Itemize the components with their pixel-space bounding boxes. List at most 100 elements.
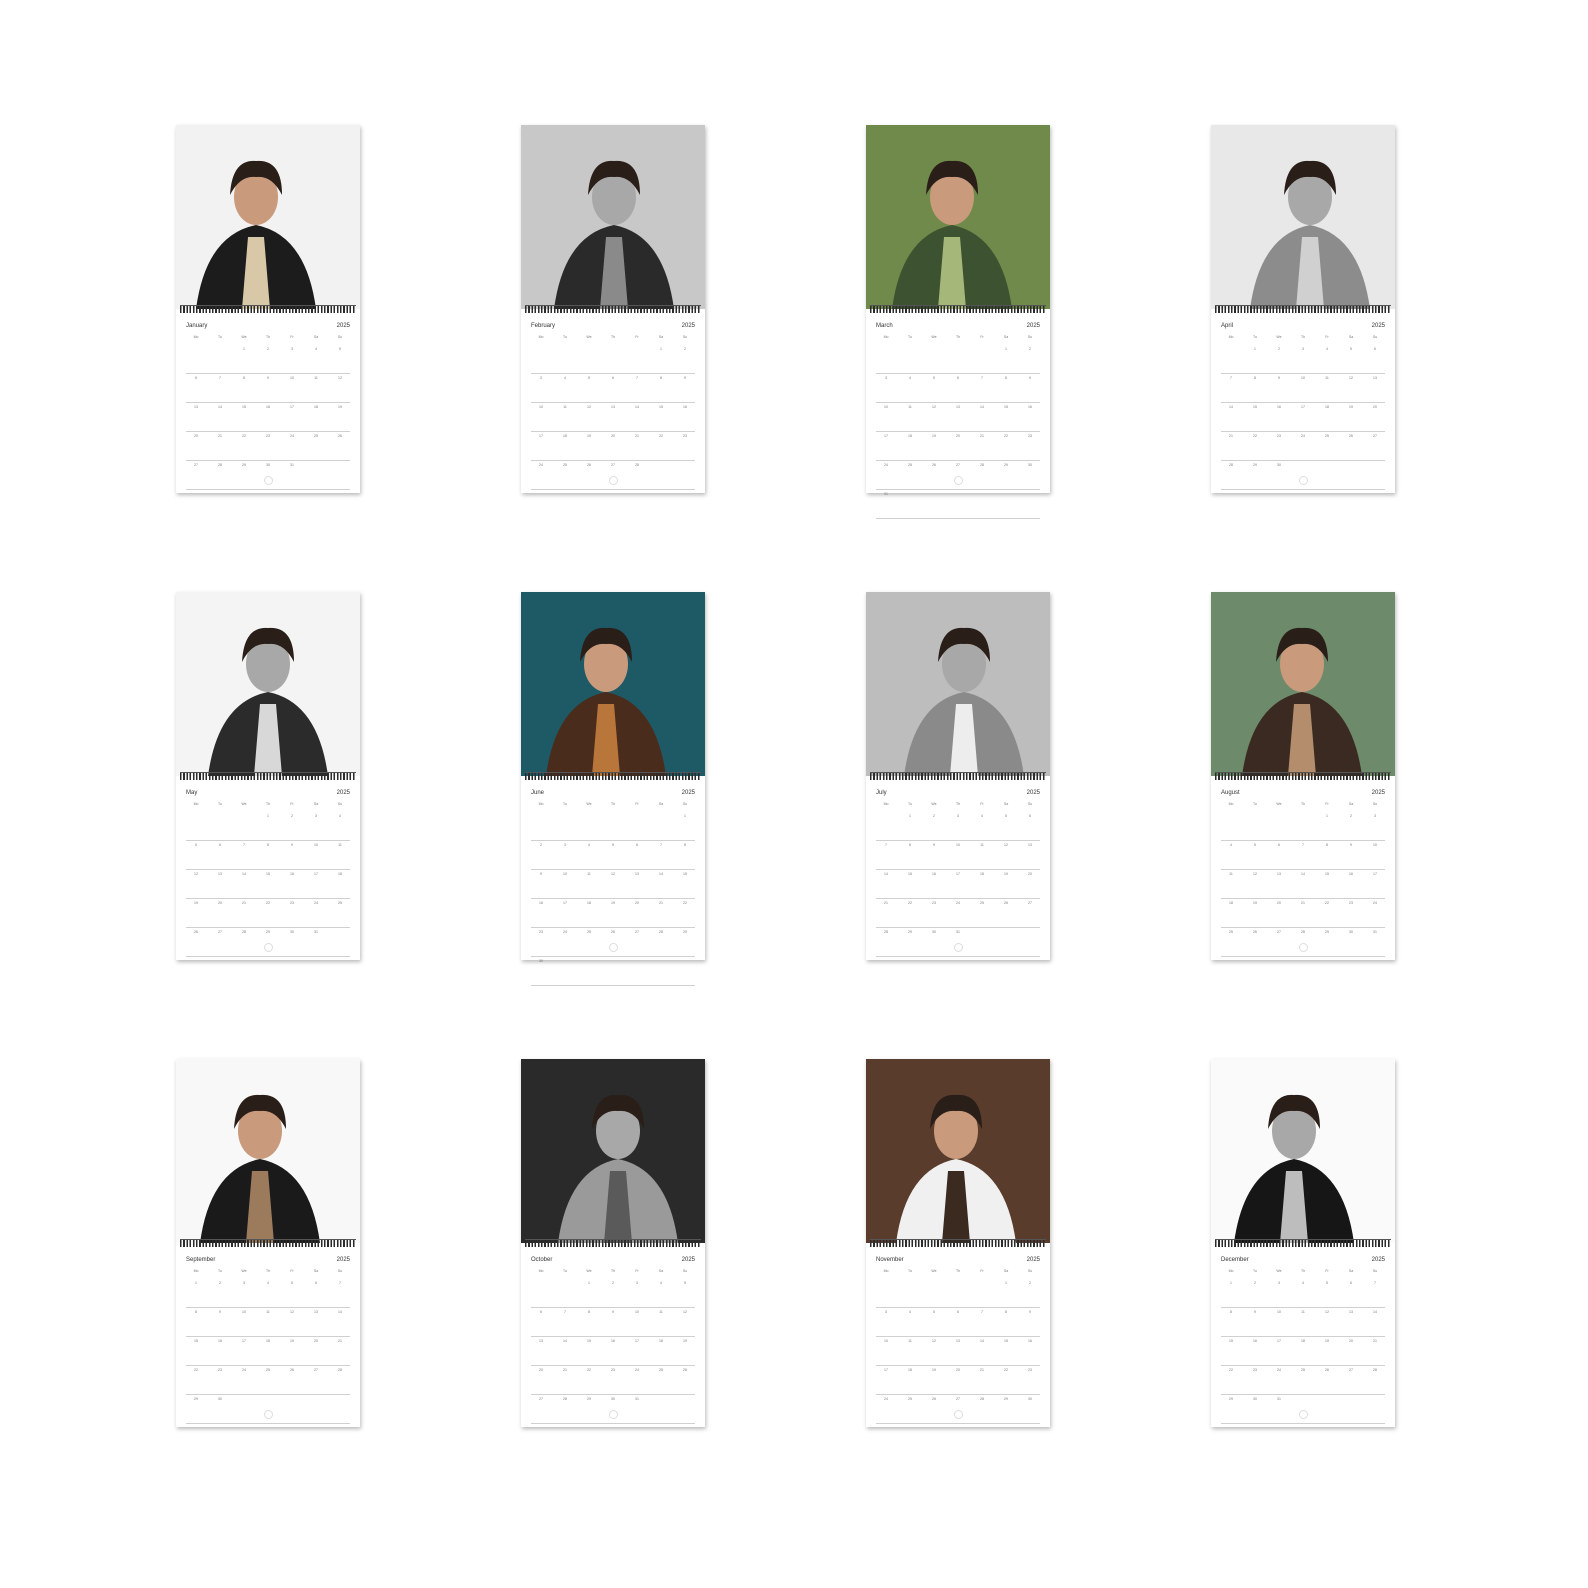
day-cell: 24 — [314, 901, 318, 905]
day-cell: 5 — [1005, 814, 1007, 818]
month-grid-sheet: October 2025 Mo Tu We Th Fr Sa Su 1 2 3 4 5 6 7 8 9 10 11 12… — [521, 1249, 705, 1427]
year-label: 2025 — [1371, 323, 1385, 329]
shirt-detail — [604, 1171, 632, 1243]
day-cell: 28 — [884, 930, 888, 934]
day-cell: 26 — [194, 930, 198, 934]
day-cell: 1 — [909, 814, 911, 818]
day-cell: 21 — [242, 901, 246, 905]
week-row: 22 23 24 25 26 27 28 — [186, 1366, 350, 1395]
day-cell: 16 — [611, 1339, 615, 1343]
day-cell: 28 — [980, 463, 984, 467]
weekday-label: Sa — [1003, 802, 1009, 806]
day-cell: 3 — [564, 843, 566, 847]
day-cell: 8 — [909, 843, 911, 847]
day-cell: 18 — [980, 872, 984, 876]
weekday-label: Sa — [313, 1269, 319, 1273]
day-grid: 1 2 3 4 5 6 7 8 9 10 11 12 13 14 15 16 17 18 19 20 21 22 23 24 2… — [531, 812, 695, 986]
day-cell: 13 — [1373, 376, 1377, 380]
day-cell: 7 — [885, 843, 887, 847]
week-row: 17 18 19 20 21 22 23 — [531, 432, 695, 461]
day-cell: 3 — [885, 376, 887, 380]
face — [1280, 636, 1324, 692]
weekday-label: Sa — [1003, 1269, 1009, 1273]
day-cell: 13 — [635, 872, 639, 876]
day-cell: 11 — [1229, 872, 1233, 876]
day-cell: 30 — [218, 1397, 222, 1401]
week-row: 4 5 6 7 8 9 10 — [1221, 841, 1385, 870]
calendar-photo — [176, 592, 360, 776]
day-cell: 18 — [266, 1339, 270, 1343]
week-row: 29 30 31 — [1221, 1395, 1385, 1424]
shirt-detail — [938, 237, 966, 309]
day-cell: 4 — [1302, 1281, 1304, 1285]
weekday-label: Mo — [883, 802, 889, 806]
day-grid: 1 2 3 4 5 6 7 8 9 10 11 12 13 14 15 16 17 18 19 20 21 22 23 24 2… — [876, 1279, 1040, 1424]
day-cell: 29 — [1004, 463, 1008, 467]
day-cell: 29 — [1004, 1397, 1008, 1401]
day-cell: 1 — [1005, 347, 1007, 351]
day-cell: 31 — [1373, 930, 1377, 934]
day-cell: 3 — [885, 1310, 887, 1314]
day-cell: 19 — [338, 405, 342, 409]
day-cell: 27 — [956, 463, 960, 467]
weekday-header: Mo Tu We Th Fr Sa Su — [531, 1269, 695, 1277]
month-name: April — [1221, 323, 1234, 329]
day-cell: 29 — [587, 1397, 591, 1401]
week-row: 27 28 29 30 31 — [186, 461, 350, 490]
weekday-label: Th — [955, 802, 961, 806]
day-cell: 5 — [612, 843, 614, 847]
day-cell — [603, 812, 623, 814]
day-cell — [1365, 1395, 1385, 1397]
weekday-label: We — [586, 335, 592, 339]
day-cell — [186, 345, 206, 347]
shirt-detail — [942, 1171, 970, 1243]
day-cell: 16 — [290, 872, 294, 876]
photo-image — [1211, 592, 1395, 776]
weekday-label: Mo — [193, 802, 199, 806]
day-cell: 22 — [194, 1368, 198, 1372]
day-cell: 16 — [932, 872, 936, 876]
weekday-label: Fr — [635, 1269, 639, 1273]
day-cell: 27 — [1028, 901, 1032, 905]
weekday-label: Tu — [563, 802, 567, 806]
weekday-label: Su — [1372, 335, 1378, 339]
week-row: 1 — [531, 812, 695, 841]
day-cell: 15 — [194, 1339, 198, 1343]
day-cell: 6 — [195, 376, 197, 380]
hanging-hole-icon — [954, 476, 963, 485]
shirt-detail — [254, 704, 282, 776]
day-cell: 29 — [266, 930, 270, 934]
day-cell: 11 — [659, 1310, 663, 1314]
day-cell: 6 — [1278, 843, 1280, 847]
day-cell: 14 — [1229, 405, 1233, 409]
day-cell: 21 — [563, 1368, 567, 1372]
day-cell: 30 — [1277, 463, 1281, 467]
photo-image — [1211, 125, 1395, 309]
month-grid-sheet: August 2025 Mo Tu We Th Fr Sa Su 1 2 3 4 5 6 7 8 9 10 11 12 1… — [1211, 782, 1395, 960]
day-cell — [900, 345, 920, 347]
day-cell: 14 — [884, 872, 888, 876]
day-cell — [531, 345, 551, 347]
day-cell: 27 — [194, 463, 198, 467]
day-cell — [555, 345, 575, 347]
day-cell: 2 — [540, 843, 542, 847]
calendar-photo — [866, 592, 1050, 776]
weekday-label: Fr — [290, 335, 294, 339]
day-cell: 2 — [933, 814, 935, 818]
day-cell — [948, 490, 968, 492]
day-cell: 12 — [194, 872, 198, 876]
weekday-label: Th — [610, 335, 616, 339]
day-cell — [627, 345, 647, 347]
day-cell: 16 — [1277, 405, 1281, 409]
day-grid: 1 2 3 4 5 6 7 8 9 10 11 12 13 14 15 16 17 18 19 20 21 22 23 24 2… — [876, 345, 1040, 519]
day-cell: 20 — [1028, 872, 1032, 876]
day-cell: 6 — [1029, 814, 1031, 818]
week-row: 15 16 17 18 19 20 21 — [1221, 1337, 1385, 1366]
photo-image — [176, 592, 360, 776]
day-cell: 10 — [539, 405, 543, 409]
weekday-label: We — [1276, 335, 1282, 339]
day-cell: 19 — [290, 1339, 294, 1343]
day-cell — [1020, 490, 1040, 492]
day-cell: 7 — [339, 1281, 341, 1285]
